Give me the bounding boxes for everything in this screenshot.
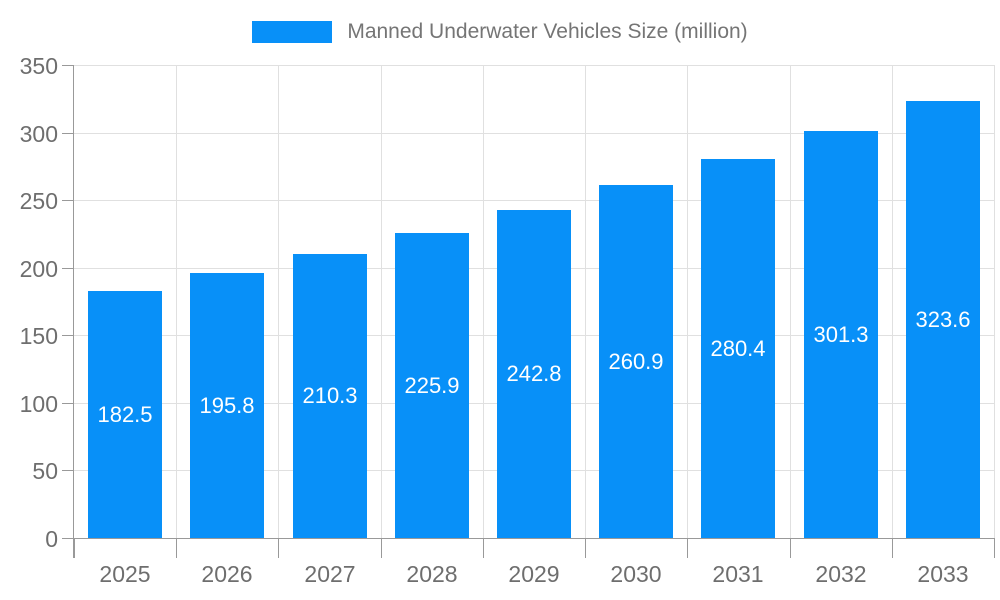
gridline-horizontal xyxy=(74,133,994,134)
bar-2026 xyxy=(190,273,264,538)
y-axis-tick xyxy=(62,65,74,66)
bar-value-label: 323.6 xyxy=(915,307,971,332)
x-axis-tick-label: 2026 xyxy=(201,561,253,587)
x-axis-tick xyxy=(687,538,688,558)
y-axis-tick-label: 50 xyxy=(32,458,58,484)
x-axis-tick-label: 2027 xyxy=(304,561,356,587)
bar-value-label: 182.5 xyxy=(97,402,153,427)
gridline-vertical xyxy=(892,65,893,538)
bar-2029 xyxy=(497,210,571,538)
y-axis-tick-label: 250 xyxy=(19,188,58,214)
x-axis-tick-label: 2032 xyxy=(815,561,867,587)
x-axis-tick xyxy=(790,538,791,558)
y-axis-tick xyxy=(62,335,74,336)
bar-2027 xyxy=(293,254,367,538)
gridline-vertical xyxy=(483,65,484,538)
gridline-vertical xyxy=(790,65,791,538)
gridline-horizontal xyxy=(74,200,994,201)
x-axis-tick-label: 2029 xyxy=(508,561,560,587)
bar-2028 xyxy=(395,233,469,538)
bar-value-label: 260.9 xyxy=(608,349,664,374)
gridline-vertical xyxy=(687,65,688,538)
bar-value-label: 195.8 xyxy=(199,393,255,418)
bar-2031 xyxy=(701,159,775,538)
y-axis-tick xyxy=(62,470,74,471)
x-axis-tick xyxy=(892,538,893,558)
y-axis-tick-label: 150 xyxy=(19,323,58,349)
x-axis-tick xyxy=(994,538,995,558)
y-axis-tick-label: 200 xyxy=(19,256,58,282)
bar-value-label: 280.4 xyxy=(710,336,766,361)
gridline-vertical xyxy=(278,65,279,538)
y-axis-tick-label: 350 xyxy=(19,53,58,79)
x-axis-tick-label: 2025 xyxy=(99,561,151,587)
x-axis-tick-label: 2033 xyxy=(917,561,969,587)
bar-value-label: 210.3 xyxy=(302,383,358,408)
legend-label: Manned Underwater Vehicles Size (million… xyxy=(347,20,748,43)
x-axis-tick-label: 2028 xyxy=(406,561,458,587)
chart-legend: Manned Underwater Vehicles Size (million… xyxy=(0,14,1000,50)
y-axis-tick xyxy=(62,403,74,404)
y-axis-tick xyxy=(62,268,74,269)
bar-2030 xyxy=(599,185,673,538)
gridline-horizontal xyxy=(74,65,994,66)
legend-swatch xyxy=(252,21,333,43)
x-axis-tick xyxy=(483,538,484,558)
gridline-vertical xyxy=(176,65,177,538)
gridline-vertical xyxy=(381,65,382,538)
x-axis-tick-label: 2030 xyxy=(610,561,662,587)
x-axis-tick xyxy=(278,538,279,558)
bar-2025 xyxy=(88,291,162,538)
y-axis-line xyxy=(73,65,74,558)
bar-2032 xyxy=(804,131,878,538)
x-axis-tick xyxy=(74,538,75,558)
y-axis-tick xyxy=(62,200,74,201)
bar-2033 xyxy=(906,101,980,538)
y-axis-tick-label: 100 xyxy=(19,391,58,417)
gridline-vertical xyxy=(994,65,995,538)
bar-value-label: 225.9 xyxy=(404,373,460,398)
bar-value-label: 242.8 xyxy=(506,361,562,386)
y-axis-tick-label: 300 xyxy=(19,121,58,147)
bar-value-label: 301.3 xyxy=(813,322,869,347)
x-axis-line xyxy=(62,538,994,539)
x-axis-tick xyxy=(176,538,177,558)
y-axis-tick-label: 0 xyxy=(45,526,58,552)
x-axis-tick-label: 2031 xyxy=(712,561,764,587)
gridline-vertical xyxy=(585,65,586,538)
y-axis-tick xyxy=(62,133,74,134)
x-axis-tick xyxy=(381,538,382,558)
x-axis-tick xyxy=(585,538,586,558)
